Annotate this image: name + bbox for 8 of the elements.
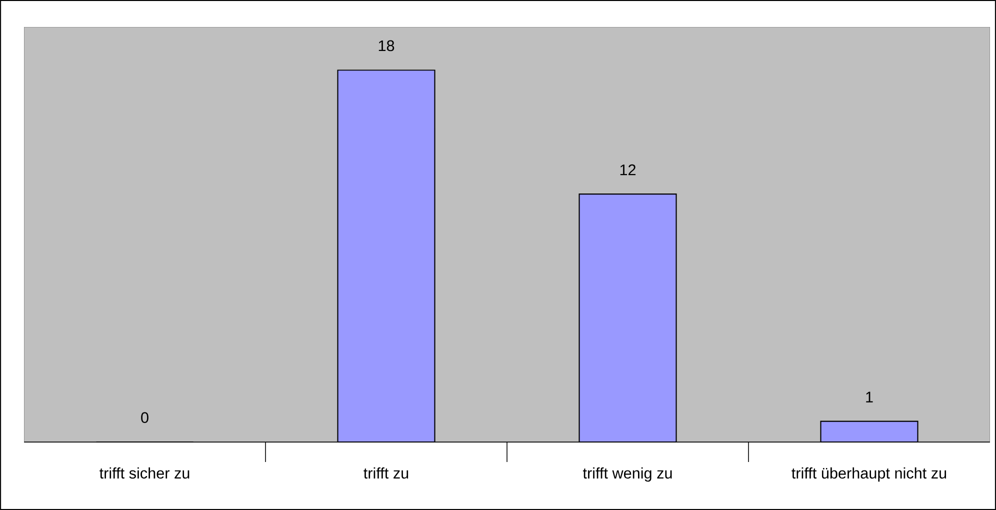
x-tick-label: trifft wenig zu	[582, 467, 672, 482]
data-label: 0	[141, 412, 148, 424]
x-tick-label: trifft überhaupt nicht zu	[792, 467, 946, 482]
x-tick-label: trifft zu	[364, 467, 408, 479]
x-tick-label: trifft sicher zu	[100, 467, 190, 479]
data-label: 12	[620, 164, 636, 176]
data-label: 1	[866, 392, 873, 402]
data-label: 18	[378, 40, 394, 52]
